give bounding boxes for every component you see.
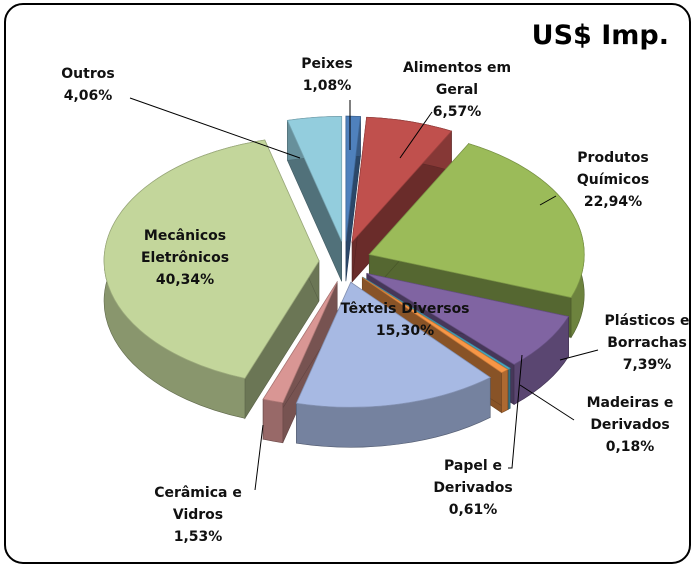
slice bbox=[295, 281, 492, 408]
category-name: Têxteis Diversos bbox=[340, 301, 470, 317]
category-name: Mecânicos Eletrônicos bbox=[140, 228, 230, 266]
value-label: 0,61% bbox=[448, 502, 498, 518]
slice-label: Papel e Derivados 0,61% bbox=[423, 455, 523, 521]
chart-title: US$ Imp. bbox=[531, 20, 669, 51]
leader-line bbox=[539, 195, 557, 206]
slice-label: Outros 4,06% bbox=[43, 63, 133, 107]
slice-label: Têxteis Diversos 15,30% bbox=[340, 298, 470, 342]
leader-line bbox=[129, 97, 301, 159]
value-label: 1,53% bbox=[173, 529, 223, 545]
leader-line bbox=[254, 424, 264, 491]
value-label: 15,30% bbox=[375, 323, 435, 339]
slice bbox=[103, 139, 320, 379]
slice-side bbox=[508, 367, 511, 410]
value-label: 4,06% bbox=[63, 88, 113, 104]
slice-label: Cerâmica e Vidros 1,53% bbox=[138, 482, 258, 548]
category-name: Produtos Químicos bbox=[576, 150, 650, 188]
slice-label: Plásticos e Borrachas 7,39% bbox=[597, 310, 695, 376]
slice bbox=[366, 273, 570, 365]
slice bbox=[368, 143, 585, 298]
slice bbox=[362, 276, 511, 370]
category-name: Madeiras e Derivados bbox=[586, 395, 674, 433]
slice-label: Alimentos em Geral 6,57% bbox=[397, 57, 517, 123]
slice bbox=[362, 277, 509, 374]
slice-side bbox=[501, 369, 509, 414]
category-name: Alimentos em Geral bbox=[402, 60, 512, 98]
slice bbox=[286, 115, 343, 242]
leader-line bbox=[399, 111, 433, 159]
value-label: 6,57% bbox=[432, 104, 482, 120]
slice-label: Produtos Químicos 22,94% bbox=[558, 147, 668, 213]
slice-label: Madeiras e Derivados 0,18% bbox=[575, 392, 685, 458]
leader-line bbox=[508, 354, 523, 469]
leader-line bbox=[519, 384, 575, 421]
slice-label: Peixes 1,08% bbox=[282, 53, 372, 97]
leader-line bbox=[559, 349, 599, 361]
slice-label: Mecânicos Eletrônicos 40,34% bbox=[120, 225, 250, 291]
value-label: 1,08% bbox=[302, 78, 352, 94]
category-name: Outros bbox=[61, 66, 115, 82]
category-name: Papel e Derivados bbox=[433, 458, 513, 496]
value-label: 40,34% bbox=[155, 272, 215, 288]
slice bbox=[351, 116, 453, 244]
slice-side bbox=[262, 398, 284, 444]
frame bbox=[4, 3, 691, 564]
value-label: 0,18% bbox=[605, 439, 655, 455]
category-name: Plásticos e Borrachas bbox=[604, 313, 690, 351]
category-name: Peixes bbox=[301, 56, 353, 72]
slice bbox=[262, 281, 338, 404]
value-label: 7,39% bbox=[622, 357, 672, 373]
category-name: Cerâmica e Vidros bbox=[154, 485, 242, 523]
value-label: 22,94% bbox=[583, 194, 643, 210]
